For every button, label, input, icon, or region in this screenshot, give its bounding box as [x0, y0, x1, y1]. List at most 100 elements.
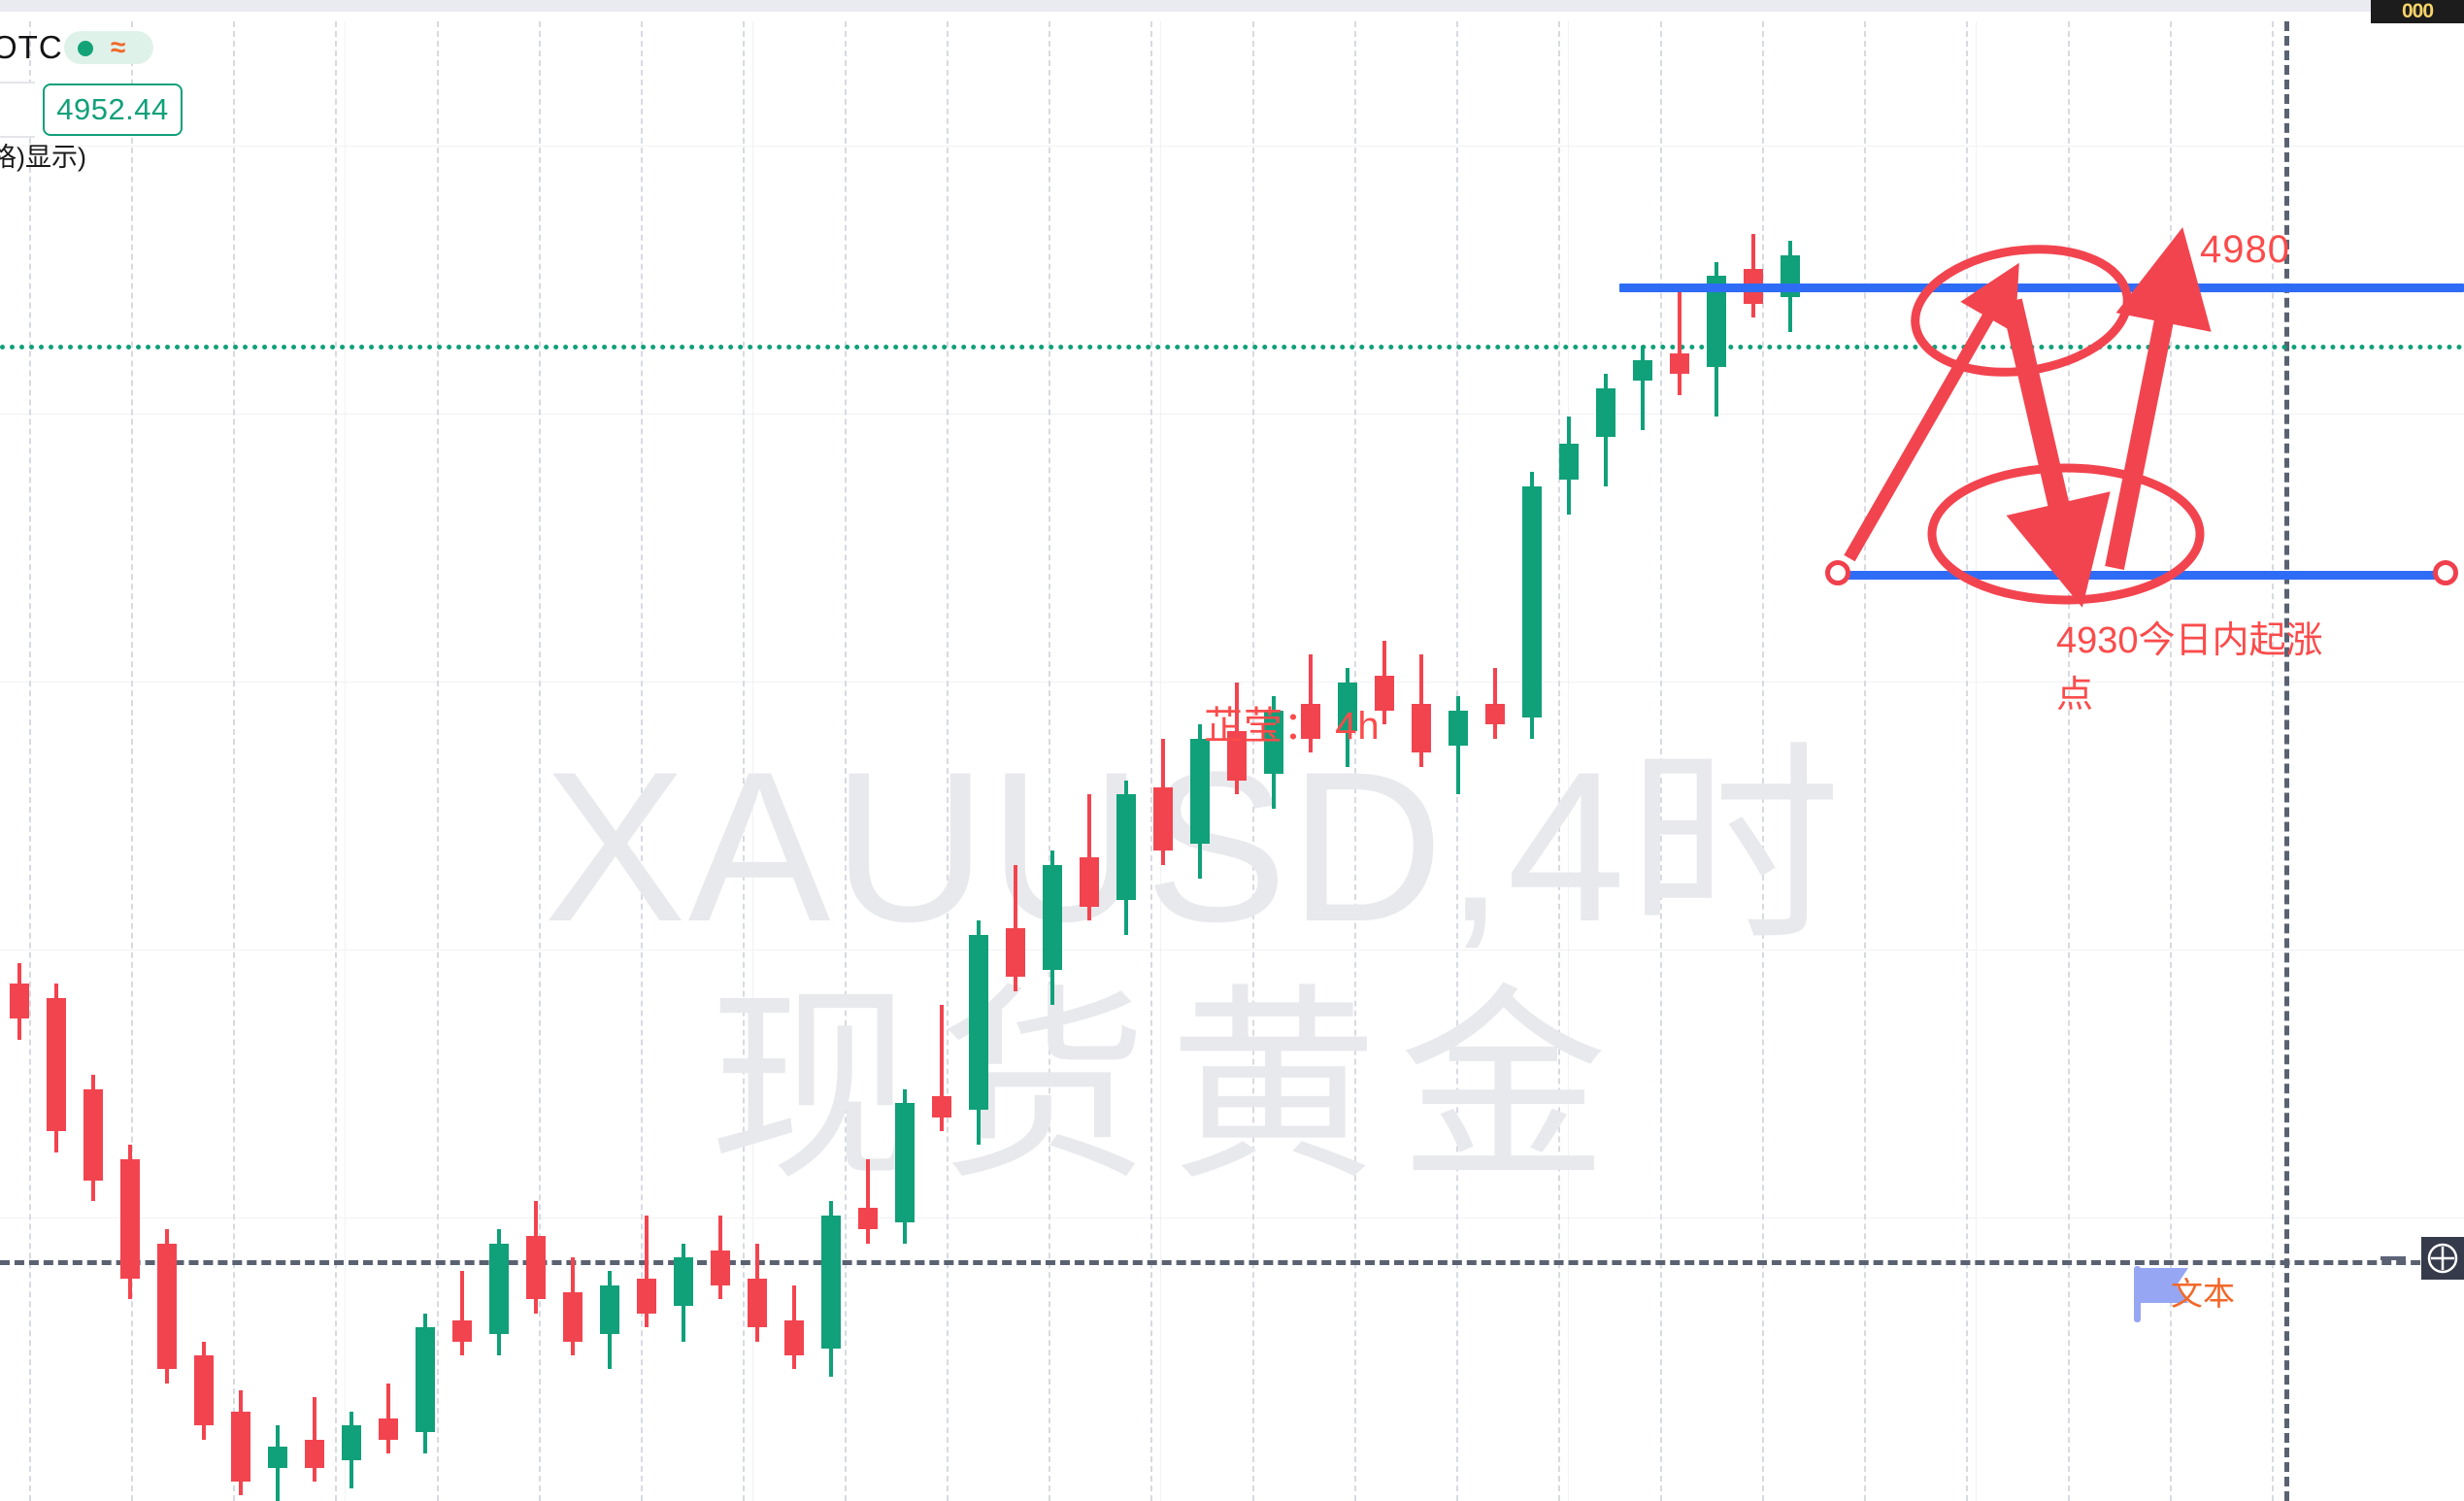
support-line-right-handle[interactable] — [2433, 560, 2458, 585]
last-price-line — [0, 345, 2464, 350]
grid-vline — [1354, 21, 1356, 1501]
candle-body — [157, 1243, 177, 1370]
grid-vline — [335, 21, 337, 1501]
grid-vline — [1150, 21, 1152, 1501]
candle-body — [10, 984, 29, 1019]
candle-body — [637, 1278, 656, 1314]
candle-wick — [1014, 864, 1017, 991]
prev-close-line — [0, 1260, 2464, 1265]
candle-wick — [1456, 696, 1460, 795]
candle-wick — [940, 1005, 944, 1131]
candle-body — [895, 1103, 915, 1222]
candle-body — [1338, 682, 1357, 732]
grid-vline — [29, 21, 31, 1501]
candle-body — [305, 1439, 324, 1468]
candle-body — [1707, 276, 1726, 368]
grid-hline — [0, 1217, 2464, 1218]
candle-wick — [1678, 289, 1682, 395]
candle-body — [120, 1158, 140, 1279]
candle-body — [452, 1319, 472, 1342]
candle-body — [1522, 485, 1542, 717]
candle-body — [784, 1319, 804, 1356]
candle-wick — [460, 1271, 464, 1356]
candle-body — [1116, 794, 1136, 900]
grid-vline — [131, 21, 133, 1501]
grid-vline — [947, 21, 949, 1501]
candle-body — [711, 1250, 730, 1285]
grid-vline — [1762, 21, 1764, 1501]
grid-hline — [0, 950, 2464, 951]
candle-body — [1448, 710, 1468, 746]
candle-body — [1412, 703, 1431, 753]
candle-body — [1227, 731, 1247, 781]
grid-vline-major — [752, 21, 753, 1501]
grid-vline-major — [1160, 21, 1161, 1501]
candle-body — [563, 1292, 583, 1342]
grid-vline — [2068, 21, 2070, 1501]
grid-hline — [0, 682, 2464, 683]
candle-body — [1485, 703, 1505, 725]
top-divider-bar — [0, 0, 2464, 12]
grid-vline-major — [1568, 21, 1569, 1501]
candle-wick — [866, 1158, 870, 1244]
top-spacer — [0, 12, 2464, 21]
market-tag-label: OTC — [0, 29, 63, 65]
candle-body — [600, 1284, 619, 1335]
text-tool-marker[interactable]: 文本 — [2128, 1262, 2332, 1330]
candle-body — [416, 1327, 435, 1433]
grid-vline — [1966, 21, 1968, 1501]
grid-vline — [845, 21, 847, 1501]
candle-body — [194, 1355, 214, 1426]
grid-vline — [233, 21, 235, 1501]
candle-body — [1596, 387, 1615, 438]
text-tool-label: 文本 — [2171, 1276, 2235, 1312]
candle-body — [1190, 738, 1210, 844]
grid-vline — [1252, 21, 1254, 1501]
crosshair-guide-dash — [2381, 1256, 2406, 1260]
flag-icon — [2134, 1266, 2188, 1322]
candle-body — [83, 1088, 103, 1181]
grid-vline — [641, 21, 643, 1501]
green-dot-icon — [78, 41, 93, 56]
candle-body — [1559, 444, 1579, 480]
resistance-price-label: 4980 — [2200, 228, 2290, 271]
candle-wick — [1309, 654, 1313, 753]
candle-body — [1153, 787, 1173, 851]
candle-body — [674, 1256, 693, 1307]
candle-body — [748, 1278, 767, 1328]
candle-body — [1375, 675, 1394, 711]
candle-body — [932, 1095, 951, 1117]
candle-body — [1670, 352, 1689, 375]
candle-body — [821, 1215, 841, 1349]
candle-wick — [1493, 668, 1497, 739]
grid-vline — [1660, 21, 1662, 1501]
candle-body — [969, 934, 988, 1111]
grid-vline-major — [1976, 21, 1977, 1501]
candle-body — [1080, 857, 1099, 907]
grid-hline — [0, 414, 2464, 415]
candle-body — [1301, 703, 1320, 739]
support-level-line[interactable] — [1843, 571, 2441, 580]
chart-plot-area[interactable]: XAUUSD,4时 现货黄金 — [0, 21, 2464, 1501]
approx-wave-icon: ≈ — [111, 32, 126, 62]
grid-vline — [1049, 21, 1050, 1501]
candle-body — [231, 1411, 250, 1482]
candle-body — [858, 1208, 878, 1230]
last-price-badge[interactable]: 4952.44 — [43, 83, 183, 136]
grid-hline — [0, 146, 2464, 147]
resistance-level-line[interactable] — [1619, 284, 2464, 292]
grid-vline-major — [345, 21, 346, 1501]
support-line-left-handle[interactable] — [1825, 560, 1850, 585]
author-timeframe-label: 芷莹： 4h — [1204, 705, 1381, 748]
candle-body — [526, 1236, 546, 1300]
crosshair-target-icon — [2427, 1243, 2458, 1274]
display-mode-note: 格)显示) — [0, 143, 86, 172]
grid-vline — [2170, 21, 2172, 1501]
grid-vline — [539, 21, 541, 1501]
grid-vline — [743, 21, 745, 1501]
support-note-label: 4930今日内起涨点 — [2056, 620, 2323, 716]
watermark-name: 现货黄金 — [709, 970, 1629, 1204]
candle-body — [379, 1418, 398, 1440]
crosshair-target-button[interactable] — [2421, 1237, 2464, 1280]
